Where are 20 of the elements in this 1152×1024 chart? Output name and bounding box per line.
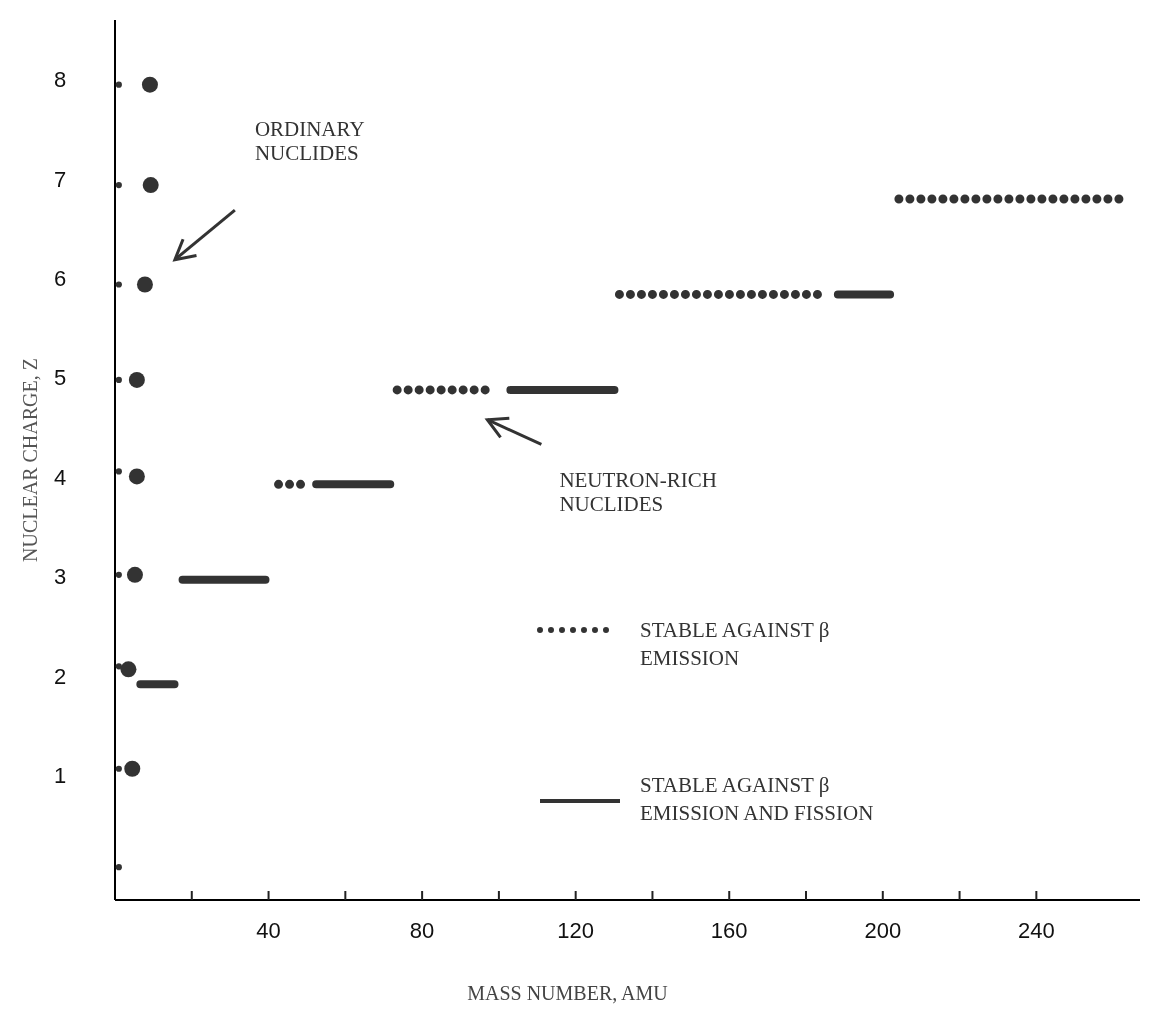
legend-label: STABLE AGAINST β EMISSION xyxy=(640,618,830,670)
y-tick-label: 2 xyxy=(53,663,67,689)
x-tick-label: 160 xyxy=(710,918,748,943)
y-tick-label: 3 xyxy=(53,564,67,590)
y-tick-label: 8 xyxy=(53,67,67,93)
y-tick-label: 7 xyxy=(53,166,67,192)
annotation: ORDINARY NUCLIDES xyxy=(254,116,365,165)
x-tick-label: 200 xyxy=(864,918,902,943)
annotation: NEUTRON-RICH NUCLIDES xyxy=(559,467,717,516)
y-tick-label: 1 xyxy=(53,763,67,789)
y-tick-label: 4 xyxy=(53,464,67,490)
x-tick-label: 40 xyxy=(256,918,281,943)
x-tick-label: 240 xyxy=(1017,918,1055,943)
y-axis-title: NUCLEAR CHARGE, Z xyxy=(19,358,41,562)
legend-label: STABLE AGAINST β EMISSION AND FISSION xyxy=(640,773,874,825)
y-tick-label: 6 xyxy=(53,266,67,292)
x-tick-label: 120 xyxy=(557,918,595,943)
x-axis-title: MASS NUMBER, AMU xyxy=(467,982,669,1004)
x-tick-label: 80 xyxy=(409,918,435,943)
y-tick-label: 5 xyxy=(53,365,67,391)
